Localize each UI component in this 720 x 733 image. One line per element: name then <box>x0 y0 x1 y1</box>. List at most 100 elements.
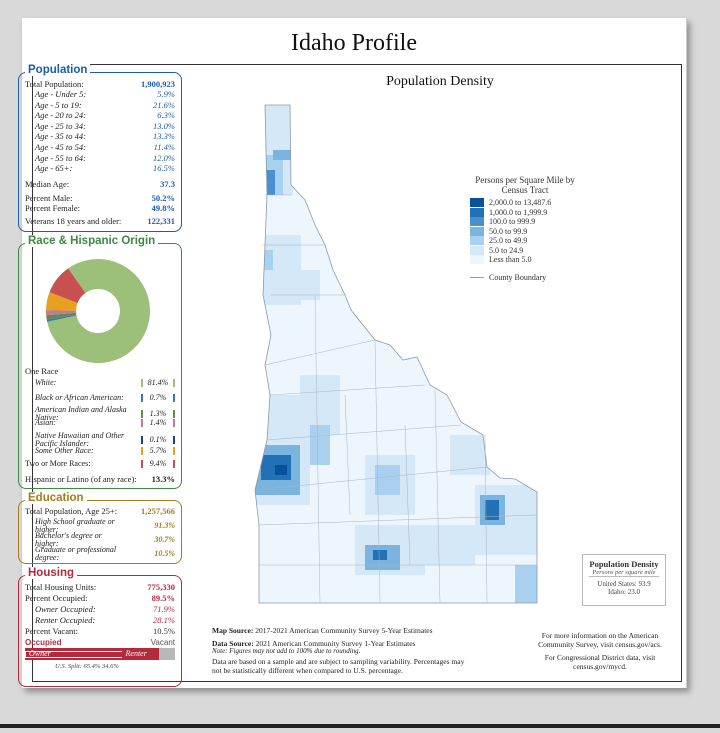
sampling-note: Data are based on a sample and are subje… <box>212 657 465 675</box>
county-boundaries <box>254 194 538 604</box>
race-row: Two or More Races: 9.4% <box>25 460 175 468</box>
age-row: Age - 35 to 44: 13.3% <box>35 131 175 141</box>
housing-header: Housing <box>25 567 77 579</box>
hispanic-label: Hispanic or Latino (of any race): <box>25 474 137 484</box>
race-row: American Indian and Alaska Native: 1.3% <box>35 406 175 422</box>
idaho-density-row: Idaho: 23.0 <box>583 588 665 596</box>
legend-item: 1,000.0 to 1,999.9 <box>470 207 580 218</box>
race-label: Black or African American: <box>35 393 124 402</box>
race-box: Race & Hispanic Origin One Race White: 81… <box>18 235 182 489</box>
density-comparison-box: Population Density Persons per square mi… <box>582 554 666 606</box>
age-label: Age - 25 to 34: <box>35 120 86 131</box>
age-value: 11.4% <box>153 142 175 152</box>
rounding-note: Note: Figures may not add to 100% due to… <box>212 647 361 655</box>
owner-occupied-row: Owner Occupied: 71.9% <box>35 604 175 614</box>
idaho-density-value: 23.0 <box>627 588 640 596</box>
age-row: Age - 45 to 54: 11.4% <box>35 142 175 152</box>
housing-units-label: Total Housing Units: <box>25 582 97 592</box>
age-row: Age - Under 5: 5.9% <box>35 89 175 99</box>
state-outline <box>254 104 538 604</box>
renter-occupied-value: 28.1% <box>153 615 175 625</box>
legend-label: 1,000.0 to 1,999.9 <box>489 207 548 217</box>
race-slice <box>49 268 86 304</box>
race-slice <box>46 310 77 311</box>
age-value: 21.6% <box>153 99 175 110</box>
idaho-density-label: Idaho: <box>608 588 626 596</box>
legend-item: 50.0 to 99.9 <box>470 226 580 237</box>
legend-title: Persons per Square Mile by Census Tract <box>475 175 575 195</box>
race-slice <box>46 310 77 316</box>
legend-item: Less than 5.0 <box>470 255 580 265</box>
education-total-value: 1,257,566 <box>141 506 175 516</box>
race-label: Two or More Races: <box>25 459 91 468</box>
legend-label: 2,000.0 to 13,487.6 <box>489 198 552 208</box>
population-box: Population Total Population: 1,900,923 Ag… <box>18 64 182 232</box>
race-value: 0.1% <box>141 436 175 444</box>
legend-swatch <box>470 245 484 255</box>
median-age-label: Median Age: <box>25 179 70 189</box>
education-value: 91.3% <box>154 521 175 530</box>
education-row: High School graduate or higher: 91.3% <box>35 518 175 534</box>
percent-vacant-label: Percent Vacant: <box>25 626 78 636</box>
percent-female-row: Percent Female: 49.8% <box>25 203 175 213</box>
percent-male-value: 50.2% <box>151 193 175 203</box>
age-value: 5.9% <box>157 89 175 99</box>
idaho-density-map <box>254 104 538 604</box>
legend-swatch <box>470 217 484 227</box>
race-value: 5.7% <box>141 447 175 455</box>
us-split-text: U.S. Split: 65.4% 34.6% <box>55 663 119 670</box>
legend-item: 5.0 to 24.9 <box>470 245 580 256</box>
education-label: High School graduate or higher: <box>35 517 115 534</box>
percent-vacant-value: 10.5% <box>153 626 175 636</box>
veterans-value: 122,331 <box>147 216 175 226</box>
race-row: Some Other Race: 5.7% <box>35 447 175 455</box>
age-row: Age - 25 to 34: 13.0% <box>35 121 175 131</box>
legend-swatch <box>470 198 484 208</box>
occupied-bar-label: Occupied <box>25 638 62 647</box>
occupied-bar-fill: Owner Renter <box>25 648 160 660</box>
bottom-bar <box>0 724 720 728</box>
age-label: Age - 20 to 24: <box>35 110 86 121</box>
owner-occupied-label: Owner Occupied: <box>35 604 96 614</box>
veterans-label: Veterans 18 years and older: <box>25 216 122 226</box>
density-box-subtitle: Persons per square mile <box>589 569 659 577</box>
race-value: 1.3% <box>141 410 175 418</box>
legend-swatch <box>470 226 484 236</box>
population-header: Population <box>25 64 91 76</box>
legend-item: 100.0 to 999.9 <box>470 217 580 227</box>
map-title: Population Density <box>386 74 494 89</box>
education-value: 10.5% <box>154 549 175 558</box>
age-value: 13.0% <box>153 120 175 131</box>
race-row: White: 81.4% <box>35 379 175 387</box>
age-label: Age - 65+: <box>35 163 73 174</box>
race-slice <box>46 312 77 320</box>
race-label: Native Hawaiian and Other Pacific Island… <box>35 431 125 448</box>
race-value: 1.4% <box>141 419 175 427</box>
education-box: Education Total Population, Age 25+: 1,25… <box>18 492 182 564</box>
housing-units-value: 775,330 <box>147 582 175 592</box>
median-age-row: Median Age: 37.3 <box>25 179 175 189</box>
legend-swatch <box>470 236 484 246</box>
housing-occupancy-bar: Owner Renter <box>25 648 175 660</box>
age-value: 16.5% <box>153 163 175 174</box>
education-row: Graduate or professional degree: 10.5% <box>35 546 175 562</box>
race-label: White: <box>35 378 57 387</box>
data-source: Data Source: 2021 American Community Sur… <box>212 639 416 648</box>
percent-male-row: Percent Male: 50.2% <box>25 193 175 203</box>
content-frame <box>32 64 682 682</box>
percent-female-value: 49.8% <box>151 203 175 213</box>
legend-label: 50.0 to 99.9 <box>489 226 528 236</box>
race-label: Asian: <box>35 418 56 427</box>
age-value: 12.0% <box>153 152 175 163</box>
race-value: 9.4% <box>141 460 175 468</box>
legend-swatch <box>470 255 484 265</box>
race-row: Native Hawaiian and Other Pacific Island… <box>35 432 175 448</box>
race-slice <box>47 259 150 363</box>
page-title: Idaho Profile <box>291 30 417 56</box>
owner-bar-segment <box>25 651 122 658</box>
percent-male-label: Percent Male: <box>25 193 73 203</box>
age-label: Age - 55 to 64: <box>35 152 86 163</box>
legend-item: 2,000.0 to 13,487.6 <box>470 198 580 208</box>
race-row: Asian: 1.4% <box>35 419 175 427</box>
renter-occupied-label: Renter Occupied: <box>35 615 96 625</box>
